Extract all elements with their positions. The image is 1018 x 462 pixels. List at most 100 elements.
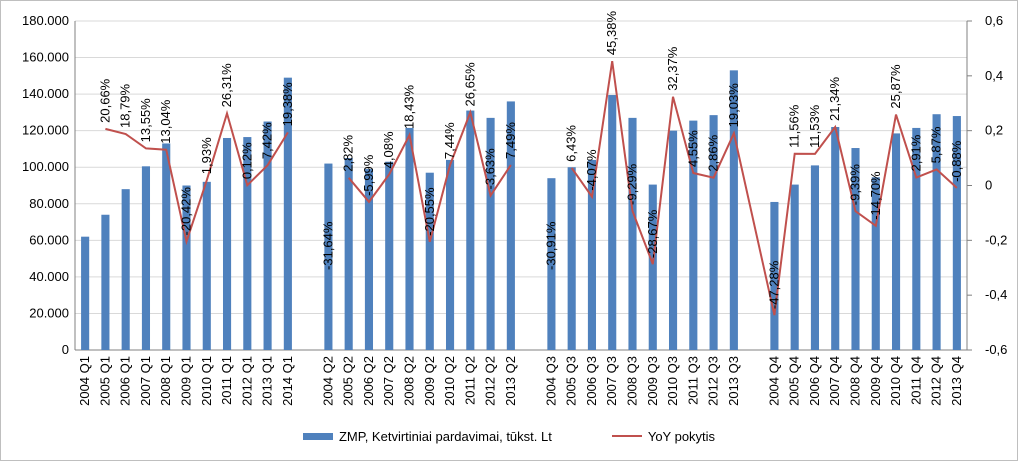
- bar: [729, 70, 738, 350]
- x-tick-label: 2008 Q2: [402, 356, 417, 406]
- x-tick-label: 2009 Q2: [422, 356, 437, 406]
- bar: [101, 214, 110, 350]
- data-label: -3,63%: [483, 148, 498, 190]
- x-tick-label: 2004 Q1: [77, 356, 92, 406]
- data-label: 2,82%: [341, 134, 356, 171]
- bar: [243, 137, 252, 350]
- x-tick-label: 2006 Q2: [361, 356, 376, 406]
- bar: [567, 167, 576, 350]
- bar: [222, 137, 232, 350]
- bar: [851, 148, 860, 350]
- x-tick-label: 2012 Q1: [239, 356, 254, 406]
- bar: [506, 101, 515, 350]
- bar: [324, 163, 333, 350]
- bar: [425, 172, 434, 350]
- bar: [466, 110, 475, 350]
- legend-item-line: YoY pokytis: [611, 426, 715, 446]
- y-right-tick-label: -0,2: [985, 232, 1007, 247]
- x-tick-label: 2010 Q2: [442, 356, 457, 406]
- x-tick-label: 2010 Q3: [665, 356, 680, 406]
- data-label: 13,55%: [138, 98, 153, 143]
- bar: [121, 189, 130, 350]
- x-tick-label: 2007 Q4: [827, 356, 842, 406]
- data-label: 13,04%: [158, 99, 173, 144]
- y-left-tick-label: 100.000: [22, 159, 69, 174]
- y-left-tick-label: 160.000: [22, 50, 69, 65]
- data-label: 19,38%: [280, 82, 295, 127]
- legend: ZMP, Ketvirtiniai pardavimai, tūkst. Lt …: [0, 426, 1018, 446]
- x-tick-label: 2011 Q3: [685, 356, 700, 405]
- bar: [182, 185, 191, 350]
- data-label: 7,49%: [503, 122, 518, 159]
- data-label: 18,79%: [118, 83, 133, 128]
- data-label: 7,42%: [260, 122, 275, 159]
- bar: [790, 184, 799, 350]
- data-label: 11,56%: [787, 104, 802, 148]
- data-label: 5,87%: [929, 126, 944, 163]
- data-label: 2,86%: [706, 134, 721, 171]
- legend-swatch-line: [611, 435, 642, 437]
- data-label: 20,66%: [97, 78, 112, 123]
- data-label: 18,43%: [402, 84, 417, 129]
- x-tick-label: 2008 Q4: [848, 356, 863, 406]
- data-label: 2,91%: [908, 134, 923, 171]
- y-left-tick-label: 120.000: [22, 123, 69, 138]
- bar: [547, 178, 556, 350]
- legend-swatch-bar: [302, 432, 333, 440]
- x-tick-label: 2010 Q4: [888, 356, 903, 406]
- bar: [344, 158, 353, 350]
- y-right-tick-label: -0,6: [985, 342, 1007, 357]
- x-tick-label: 2012 Q4: [929, 356, 944, 406]
- data-label: -4,07%: [584, 149, 599, 191]
- x-tick-label: 2005 Q2: [341, 356, 356, 406]
- legend-label-bar: ZMP, Ketvirtiniai pardavimai, tūkst. Lt: [338, 428, 552, 444]
- bar: [405, 127, 414, 350]
- data-label: -0,88%: [949, 140, 964, 182]
- y-right-tick-label: -0,4: [985, 287, 1007, 302]
- data-label: 4,08%: [381, 131, 396, 168]
- data-label: 7,44%: [442, 122, 457, 159]
- x-tick-label: 2009 Q3: [645, 356, 660, 406]
- x-tick-label: 2004 Q2: [320, 356, 335, 406]
- x-tick-label: 2009 Q4: [868, 356, 883, 406]
- bar: [608, 95, 617, 351]
- bar: [932, 114, 941, 350]
- y-left-tick-label: 80.000: [29, 196, 69, 211]
- data-label: 26,31%: [219, 63, 234, 108]
- bar: [668, 130, 678, 350]
- y-right-tick-label: 0,2: [985, 123, 1003, 138]
- series-line-yoy: [105, 60, 958, 316]
- x-tick-label: 2006 Q1: [118, 356, 133, 406]
- bar: [283, 77, 292, 351]
- data-label: 1,93%: [199, 137, 214, 174]
- data-label: 6,43%: [564, 125, 579, 162]
- y-right-tick-label: 0,4: [985, 68, 1003, 83]
- x-tick-label: 2004 Q4: [766, 356, 781, 406]
- bar: [364, 169, 374, 350]
- bar: [952, 116, 961, 351]
- x-tick-label: 2007 Q1: [138, 356, 153, 406]
- data-label: 32,37%: [665, 46, 680, 91]
- y-left-tick-label: 40.000: [29, 269, 69, 284]
- x-tick-label: 2011 Q2: [462, 356, 477, 405]
- data-label: 19,03%: [726, 83, 741, 128]
- data-label: 45,38%: [604, 11, 619, 56]
- data-label: -9,39%: [848, 164, 863, 206]
- x-tick-label: 2011 Q4: [908, 356, 923, 405]
- y-right-tick-label: 0,6: [985, 13, 1003, 28]
- x-tick-label: 2013 Q4: [949, 356, 964, 406]
- x-tick-label: 2006 Q4: [807, 356, 822, 406]
- x-tick-label: 2004 Q3: [543, 356, 558, 406]
- data-label: -9,29%: [625, 163, 640, 205]
- bar: [445, 159, 455, 350]
- x-tick-label: 2013 Q2: [503, 356, 518, 406]
- x-tick-label: 2014 Q1: [280, 356, 295, 406]
- x-tick-label: 2008 Q1: [158, 356, 173, 406]
- y-left-tick-label: 180.000: [22, 13, 69, 28]
- bar: [831, 127, 840, 350]
- legend-item-bar: ZMP, Ketvirtiniai pardavimai, tūkst. Lt: [302, 426, 552, 446]
- bar: [486, 117, 495, 350]
- data-label: -20,55%: [422, 187, 437, 236]
- y-left-tick-label: 0: [62, 342, 69, 357]
